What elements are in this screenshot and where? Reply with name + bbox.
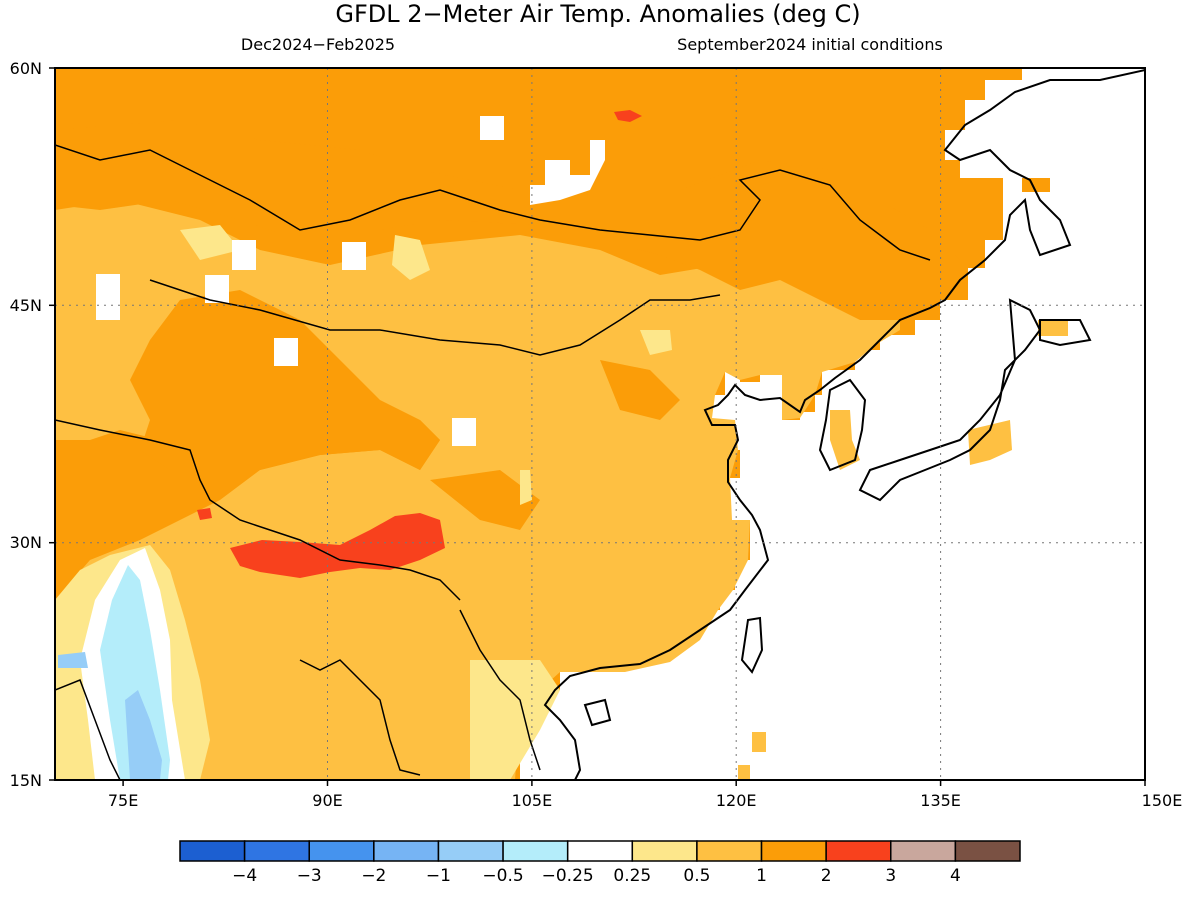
map-frame <box>54 67 1146 781</box>
colorbar-swatch <box>631 840 698 862</box>
chart-title: GFDL 2−Meter Air Temp. Anomalies (deg C) <box>335 0 860 28</box>
colorbar-swatch <box>373 840 440 862</box>
lon-tick-label: 90E <box>312 791 342 810</box>
colorbar-label: −2 <box>361 866 386 886</box>
colorbar-swatch <box>243 840 310 862</box>
colorbar-label: −4 <box>232 866 257 886</box>
lat-tick-labels: 15N 30N 45N 60N <box>10 59 42 790</box>
lon-tick-labels: 75E 90E 105E 120E 135E 150E <box>108 791 1182 810</box>
colorbar-label: 2 <box>821 866 832 886</box>
colorbar-swatch <box>566 840 634 862</box>
colorbar-swatch <box>696 840 763 862</box>
lat-tick-label: 15N <box>10 771 42 790</box>
lon-tick-label: 135E <box>920 791 961 810</box>
colorbar-label: 1 <box>756 866 767 886</box>
colorbar-label: 4 <box>950 866 961 886</box>
lon-tick-label: 105E <box>512 791 553 810</box>
colorbar-label: −3 <box>297 866 322 886</box>
colorbar-label: −0.25 <box>542 866 594 886</box>
map-panel <box>55 68 1145 780</box>
lon-tick-label: 120E <box>716 791 757 810</box>
coastlines <box>55 69 1145 780</box>
lat-tick-label: 45N <box>10 296 42 315</box>
colorbar-swatch <box>890 840 957 862</box>
season-label: Dec2024−Feb2025 <box>241 35 395 54</box>
colorbar-swatch <box>502 840 569 862</box>
colorbar-swatch <box>954 840 1021 862</box>
colorbar: −4 −3 −2 −1 −0.5 −0.25 0.25 0.5 1 2 3 4 <box>179 840 1021 886</box>
land-anomaly-2-3 <box>230 513 445 578</box>
colorbar-label: −1 <box>426 866 451 886</box>
colorbar-label: 0.25 <box>613 866 651 886</box>
colorbar-label: −0.5 <box>482 866 523 886</box>
lat-tick-label: 60N <box>10 59 42 78</box>
colorbar-swatch <box>437 840 504 862</box>
colorbar-label: 0.5 <box>683 866 710 886</box>
colorbar-swatch <box>308 840 375 862</box>
initial-conditions-label: September2024 initial conditions <box>677 35 943 54</box>
colorbar-swatch <box>760 840 827 862</box>
lat-tick-label: 30N <box>10 533 42 552</box>
lon-tick-label: 150E <box>1142 791 1183 810</box>
lon-tick-label: 75E <box>108 791 138 810</box>
colorbar-swatch <box>825 840 892 862</box>
colorbar-label: 3 <box>885 866 896 886</box>
colorbar-swatch <box>179 840 246 862</box>
